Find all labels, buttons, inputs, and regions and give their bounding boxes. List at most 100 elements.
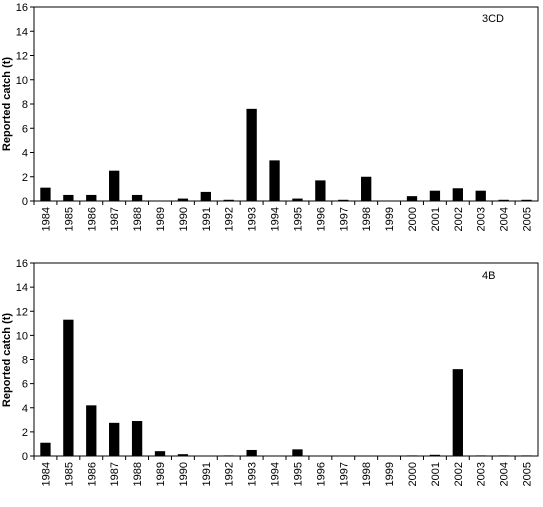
x-tick-label: 1997 <box>338 462 350 486</box>
y-tick-label: 14 <box>16 282 28 294</box>
x-tick-label: 1988 <box>132 462 144 486</box>
bar-2005 <box>521 455 532 456</box>
y-tick-label: 6 <box>22 123 28 135</box>
y-tick-label: 8 <box>22 99 28 111</box>
bar-2002 <box>452 188 463 201</box>
x-tick-label: 1999 <box>384 462 396 486</box>
y-tick-label: 6 <box>22 379 28 391</box>
x-tick-label: 1998 <box>361 462 373 486</box>
bar-2005 <box>521 199 532 201</box>
y-tick-label: 10 <box>16 75 28 87</box>
y-tick-label: 8 <box>22 355 28 367</box>
x-tick-label: 1995 <box>292 207 304 231</box>
x-tick-label: 1989 <box>155 207 167 231</box>
x-tick-label: 1992 <box>224 462 236 486</box>
bar-2003 <box>475 190 486 201</box>
x-tick-label: 1989 <box>155 462 167 486</box>
bar-1997 <box>338 199 349 201</box>
bar-1991 <box>200 191 211 201</box>
y-tick-label: 0 <box>22 451 28 463</box>
x-tick-label: 2004 <box>499 462 511 486</box>
bar-1988 <box>131 421 143 456</box>
x-tick-label: 1986 <box>86 462 98 486</box>
x-tick-label: 2002 <box>453 462 465 486</box>
x-tick-label: 1987 <box>109 462 121 486</box>
y-tick-label: 16 <box>16 258 28 270</box>
y-tick-label: 2 <box>22 427 28 439</box>
bar-2001 <box>429 190 441 201</box>
x-tick-label: 1997 <box>338 207 350 231</box>
bar-1995 <box>292 449 303 456</box>
bar-1985 <box>63 194 74 201</box>
x-tick-label: 1995 <box>292 462 304 486</box>
x-tick-label: 2001 <box>430 462 442 486</box>
x-tick-label: 2000 <box>407 207 419 231</box>
x-tick-label: 1987 <box>109 207 121 231</box>
x-tick-label: 1994 <box>270 462 282 486</box>
bar-1994 <box>269 160 280 201</box>
x-tick-label: 2005 <box>522 207 534 231</box>
bar-1995 <box>292 198 303 201</box>
y-tick-label: 12 <box>16 51 28 63</box>
x-tick-label: 1993 <box>247 207 259 231</box>
x-tick-label: 1991 <box>201 462 213 486</box>
x-tick-label: 1999 <box>384 207 396 231</box>
bar-2000 <box>406 196 418 201</box>
bar-1988 <box>131 194 143 201</box>
x-tick-label: 1991 <box>201 207 213 231</box>
bar-1992 <box>223 455 234 456</box>
y-tick-label: 12 <box>16 306 28 318</box>
bar-2003 <box>475 455 486 456</box>
bar-1993 <box>246 108 257 201</box>
chart-panel-1: 0 2 4 6 8 10 12 14 16 Reported catch (t) 4B 1984 198… <box>1 258 539 486</box>
bar-1989 <box>154 451 166 456</box>
bar-2004 <box>498 455 509 456</box>
x-tick-label: 1990 <box>178 462 190 486</box>
x-tick-label: 2005 <box>522 462 534 486</box>
x-tick-label: 2001 <box>430 207 442 231</box>
x-tick-label: 2004 <box>499 207 511 231</box>
x-tick-label: 1985 <box>63 207 75 231</box>
bar-1992 <box>223 199 234 201</box>
x-tick-label: 1984 <box>40 462 52 486</box>
bar-2001 <box>429 454 441 456</box>
x-tick-label: 1994 <box>270 207 282 231</box>
y-axis-title: Reported catch (t) <box>1 313 13 407</box>
panel-annotation: 3CD <box>482 13 504 25</box>
y-tick-label: 2 <box>22 172 28 184</box>
bar-1998 <box>361 176 372 201</box>
bar-1987 <box>109 422 120 456</box>
chart-panel-0: 0 2 4 6 8 10 12 14 16 Reported catch (t) 3CD 1984 19… <box>1 2 539 231</box>
y-axis-title: Reported catch (t) <box>1 57 13 151</box>
x-tick-label: 1998 <box>361 207 373 231</box>
bar-1987 <box>109 170 120 201</box>
x-tick-label: 2003 <box>476 207 488 231</box>
x-tick-label: 2002 <box>453 207 465 231</box>
bar-1990 <box>177 454 189 456</box>
x-tick-label: 1985 <box>63 462 75 486</box>
x-tick-label: 1990 <box>178 207 190 231</box>
bar-1990 <box>177 198 189 201</box>
x-tick-label: 1992 <box>224 207 236 231</box>
y-tick-label: 0 <box>22 196 28 208</box>
x-tick-label: 1988 <box>132 207 144 231</box>
bar-2002 <box>452 369 463 456</box>
x-tick-label: 1996 <box>315 207 327 231</box>
bar-1993 <box>246 449 257 456</box>
x-tick-label: 2000 <box>407 462 419 486</box>
panel-annotation: 4B <box>482 270 495 282</box>
y-tick-label: 4 <box>22 403 28 415</box>
x-tick-label: 1993 <box>247 462 259 486</box>
bar-2004 <box>498 199 509 201</box>
bar-1996 <box>315 180 326 201</box>
y-tick-label: 14 <box>16 26 28 38</box>
bar-1984 <box>40 187 51 201</box>
bar-1986 <box>86 405 97 456</box>
x-tick-label: 1984 <box>40 207 52 231</box>
bar-1985 <box>63 319 74 456</box>
bar-1986 <box>86 194 97 201</box>
x-tick-label: 1996 <box>315 462 327 486</box>
bar-1984 <box>40 442 51 456</box>
x-tick-label: 1986 <box>86 207 98 231</box>
